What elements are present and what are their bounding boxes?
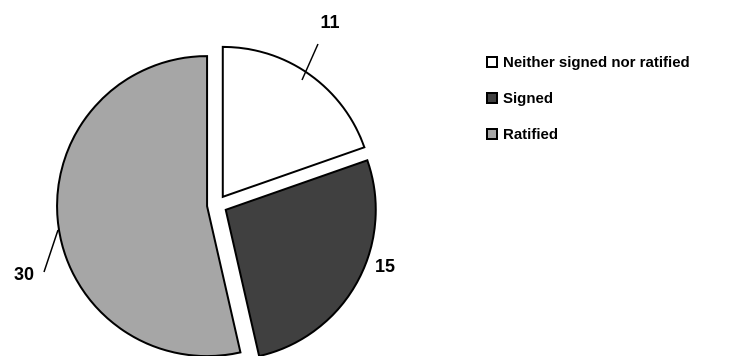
legend: Neither signed nor ratified Signed Ratif… <box>486 50 690 158</box>
data-label-2: 30 <box>14 264 34 284</box>
pie-slice-ratified <box>56 55 242 358</box>
legend-label-neither: Neither signed nor ratified <box>503 53 690 71</box>
legend-item-signed: Signed <box>486 86 690 110</box>
data-label-1: 15 <box>375 256 395 276</box>
legend-swatch-ratified <box>486 128 498 140</box>
data-label-0: 11 <box>320 12 339 32</box>
leader-line-2 <box>43 229 59 273</box>
legend-swatch-signed <box>486 92 498 104</box>
legend-item-neither: Neither signed nor ratified <box>486 50 690 74</box>
legend-label-signed: Signed <box>503 89 554 107</box>
legend-label-ratified: Ratified <box>503 125 559 143</box>
leader-line-0 <box>301 43 319 81</box>
pie-slice-signed <box>224 159 377 358</box>
legend-swatch-neither <box>486 56 498 68</box>
pie-slice-neither-signed-nor-ratified <box>221 45 366 199</box>
legend-item-ratified: Ratified <box>486 122 690 146</box>
